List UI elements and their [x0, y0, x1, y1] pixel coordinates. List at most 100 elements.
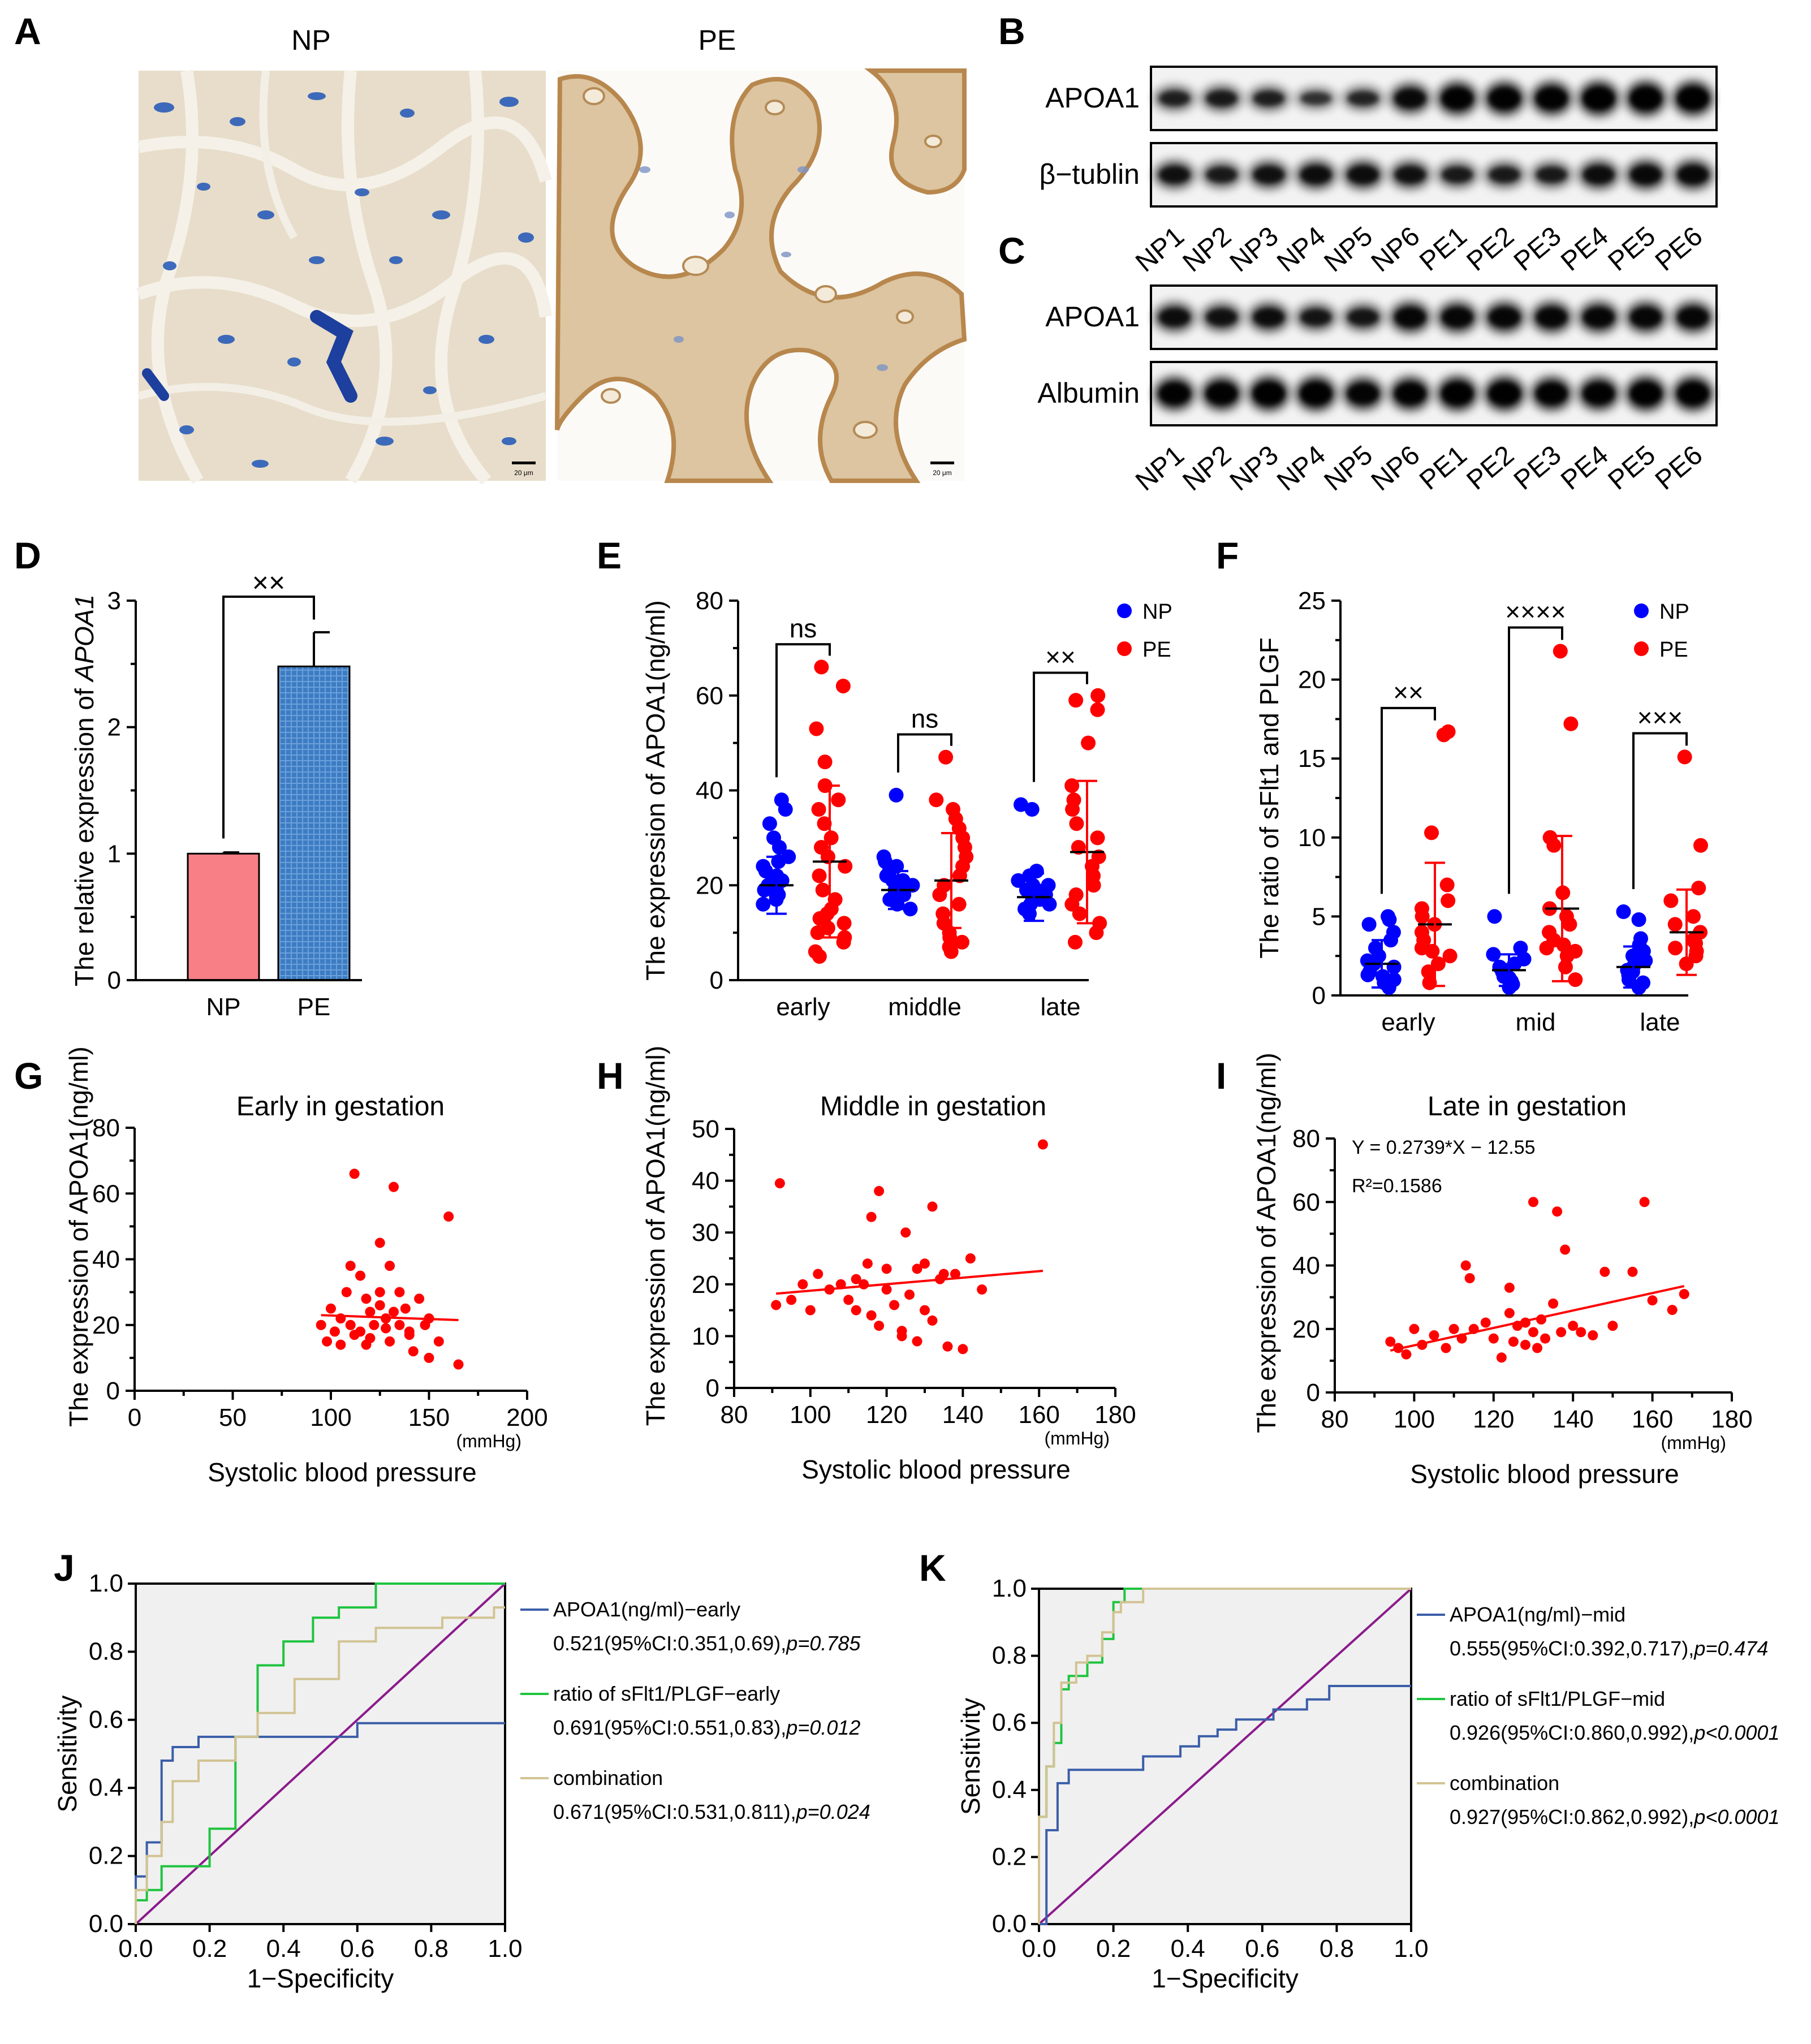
- scatter-point: [1528, 1327, 1538, 1338]
- scatter-point: [1385, 1336, 1396, 1347]
- blot-band-core: [1206, 383, 1237, 404]
- pe-point: [811, 802, 826, 817]
- legend-series-stats: 0.521(95%CI:0.351,0.69),p=0.785: [553, 1632, 861, 1655]
- blot-lane-label: PE5: [1602, 221, 1661, 277]
- blot-band-core: [1584, 88, 1614, 109]
- blot-band-core: [1159, 91, 1190, 106]
- legend-series-name: combination: [1450, 1771, 1559, 1795]
- significance-label: ×××: [1637, 703, 1683, 732]
- panel-a-pe-title: PE: [698, 24, 736, 56]
- blot-lane-label: PE2: [1461, 440, 1520, 496]
- pe-point: [946, 802, 961, 817]
- scatter-point: [859, 1279, 869, 1290]
- pe-point: [1677, 749, 1692, 765]
- scatter-point: [927, 1315, 938, 1326]
- chart-h-scatter: Middle in gestation 0 10 20 30 40 50 80 100 120 14…: [641, 1046, 1136, 1484]
- x-tick-label: 1.0: [488, 1935, 522, 1963]
- np-point: [1386, 925, 1401, 940]
- x-tick-label: 0.8: [414, 1935, 449, 1963]
- y-tick-label: 0.8: [89, 1637, 123, 1665]
- np-point: [1360, 967, 1376, 982]
- x-tick-label: 160: [1018, 1401, 1059, 1429]
- scatter-point: [1548, 1298, 1559, 1309]
- scatter-point: [326, 1303, 336, 1314]
- scatter-point: [1488, 1333, 1499, 1344]
- scatter-point: [1599, 1266, 1610, 1277]
- scatter-point: [866, 1310, 877, 1321]
- y-tick-label: 0: [710, 967, 723, 994]
- scatter-point: [424, 1352, 434, 1363]
- blot-band-core: [1584, 166, 1614, 183]
- np-point: [758, 864, 773, 879]
- blot-band-core: [1206, 167, 1237, 183]
- y-axis-label: The expression of APOA1(ng/ml): [1252, 1053, 1281, 1433]
- scatter-point: [1528, 1197, 1538, 1208]
- scatter-point: [322, 1336, 333, 1347]
- np-point: [766, 830, 782, 846]
- legend-label-np: NP: [1142, 600, 1172, 624]
- scatter-point: [950, 1269, 960, 1279]
- y-axis-label: The expression of APOA1(ng/ml): [64, 1046, 93, 1426]
- legend-series-name: APOA1(ng/ml)−mid: [1450, 1603, 1625, 1626]
- y-axis-label: The relative expression of APOA1: [70, 594, 99, 986]
- blot-band-core: [1536, 308, 1567, 327]
- scatter-point: [1464, 1273, 1475, 1283]
- pe-point: [814, 659, 829, 675]
- panel-letter-c: C: [998, 230, 1025, 271]
- scatter-point: [1627, 1266, 1638, 1277]
- scatter-point: [349, 1330, 360, 1340]
- scatter-point: [900, 1227, 911, 1238]
- x-tick-label: 0.0: [1021, 1935, 1056, 1963]
- pe-point: [1414, 925, 1429, 940]
- pe-point: [1556, 937, 1571, 952]
- np-point: [1029, 864, 1044, 879]
- np-point: [1011, 873, 1026, 888]
- scatter-point: [1460, 1260, 1471, 1271]
- pe-point: [1068, 887, 1084, 903]
- pe-point: [1066, 792, 1081, 808]
- blot-lane-label: NP4: [1271, 221, 1331, 278]
- np-point: [1368, 941, 1383, 956]
- x-tick-label: 120: [866, 1401, 907, 1429]
- x-tick-label: 0.6: [1245, 1935, 1279, 1963]
- blot-band-core: [1536, 167, 1567, 183]
- chart-g-scatter: Early in gestation 0 20 40 60 80 0 50 100 150 200(…: [64, 1046, 548, 1487]
- regression-line: [321, 1314, 459, 1322]
- chart-title: Early in gestation: [236, 1092, 445, 1122]
- significance-label: ××: [1045, 642, 1076, 671]
- scatter-point: [443, 1211, 454, 1222]
- legend-series-stats: 0.555(95%CI:0.392,0.717),p=0.474: [1450, 1637, 1768, 1660]
- blot-lane-label: NP3: [1224, 221, 1284, 278]
- scatter-point: [896, 1326, 907, 1336]
- blot-band-core: [1584, 308, 1614, 327]
- scatter-point: [369, 1319, 380, 1330]
- scatter-point: [374, 1300, 385, 1310]
- np-point: [1513, 941, 1528, 956]
- legend-label-pe: PE: [1659, 638, 1688, 662]
- blot-lane-label: PE5: [1602, 440, 1661, 496]
- blot-band-core: [1631, 308, 1661, 327]
- x-tick-label: 200: [506, 1404, 547, 1431]
- scatter-point: [1508, 1336, 1519, 1347]
- pe-point: [836, 916, 852, 931]
- scatter-point: [414, 1293, 425, 1304]
- y-tick-label: 80: [92, 1114, 120, 1142]
- x-axis-label: Systolic blood pressure: [801, 1455, 1071, 1484]
- pe-point: [1689, 943, 1704, 959]
- x-tick-label: 80: [721, 1401, 748, 1429]
- y-tick-label: 40: [692, 1167, 719, 1195]
- y-tick-label: 2: [107, 714, 121, 741]
- roc-curve: [135, 1606, 505, 1924]
- scatter-point: [1504, 1282, 1515, 1293]
- bar: [277, 665, 351, 981]
- x-category-label: late: [1041, 993, 1081, 1021]
- ihc-image-np: [136, 70, 552, 485]
- scatter-point: [1532, 1343, 1543, 1353]
- blot-lane-label: PE3: [1508, 440, 1567, 496]
- y-tick-label: 15: [1298, 745, 1326, 773]
- scatter-point: [813, 1269, 823, 1279]
- blot-band-core: [1159, 309, 1190, 326]
- x-category-label: PE: [297, 993, 331, 1021]
- legend-series-stats: 0.671(95%CI:0.531,0.811),p=0.024: [553, 1800, 870, 1823]
